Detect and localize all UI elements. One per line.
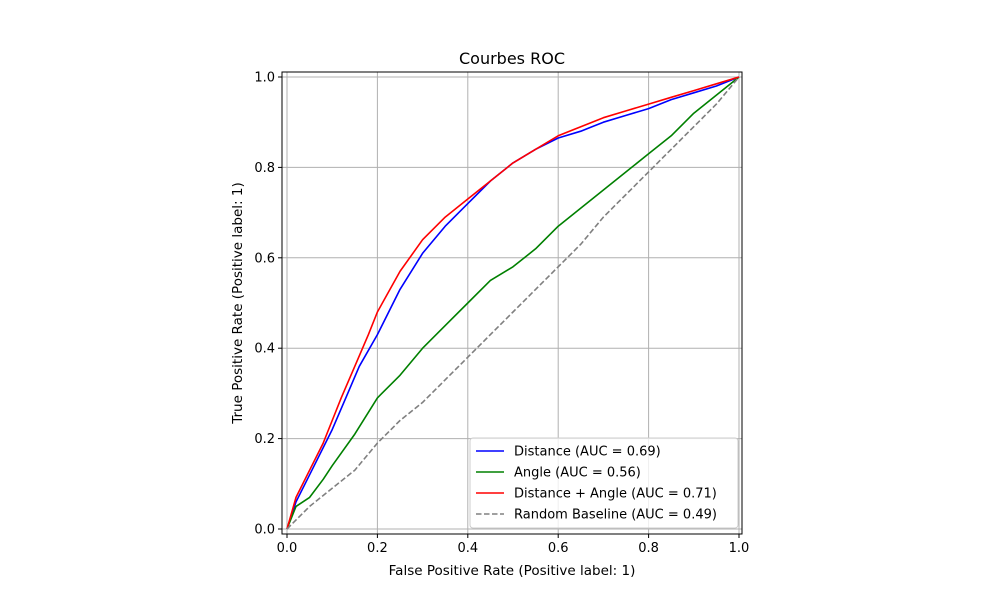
x-tick-label: 0.8 — [638, 541, 659, 556]
legend-label: Distance (AUC = 0.69) — [514, 445, 661, 460]
x-tick-label: 0.4 — [457, 541, 478, 556]
grid — [282, 72, 742, 534]
series-line-3 — [286, 76, 740, 530]
legend-label: Distance + Angle (AUC = 0.71) — [514, 487, 717, 502]
legend: Distance (AUC = 0.69) Angle (AUC = 0.56) D… — [469, 437, 739, 529]
plot-frame — [281, 71, 743, 535]
series-group — [286, 76, 740, 530]
x-tick-label: 0.6 — [548, 541, 569, 556]
y-tick-label: 1.0 — [254, 71, 275, 86]
legend-box — [469, 437, 739, 529]
y-axis-label: True Positive Rate (Positive label: 1) — [230, 182, 246, 425]
x-tick-label: 1.0 — [729, 541, 750, 556]
x-axis-label: False Positive Rate (Positive label: 1) — [389, 563, 636, 579]
y-tick-label: 0.4 — [254, 342, 275, 357]
series-line-2 — [286, 76, 740, 530]
y-tick-label: 0.8 — [254, 161, 275, 176]
x-axis: 0.0 0.2 0.4 0.6 0.8 1.0 — [277, 534, 750, 556]
series-line-1 — [286, 76, 740, 530]
legend-label: Random Baseline (AUC = 0.49) — [514, 508, 717, 523]
legend-label: Angle (AUC = 0.56) — [514, 466, 641, 481]
y-tick-label: 0.2 — [254, 432, 275, 447]
y-axis: 0.0 0.2 0.4 0.6 0.8 1.0 — [254, 71, 282, 538]
y-tick-label: 0.0 — [254, 523, 275, 538]
chart-title: Courbes ROC — [459, 49, 565, 68]
series-line-0 — [286, 76, 740, 530]
x-tick-label: 0.2 — [367, 541, 388, 556]
x-tick-label: 0.0 — [277, 541, 298, 556]
y-tick-label: 0.6 — [254, 251, 275, 266]
